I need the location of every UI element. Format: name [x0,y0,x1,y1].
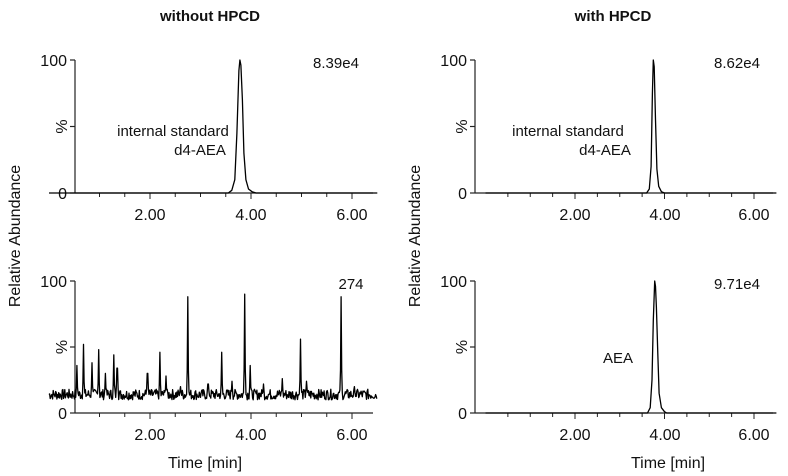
x-tick-label: 6.00 [336,207,367,224]
peak-annotation: d4-AEA [174,142,226,159]
x-tick-label: 2.00 [559,427,590,444]
intensity-label: 9.71e4 [714,276,760,293]
y-tick-label: % [454,340,471,354]
y-tick-label: 100 [40,53,67,70]
chromatogram-trace [485,280,777,414]
panel-without-top: 0% 100 2.00 4.00 6.00 8.39e4 internal standard… [40,53,378,224]
y-tick-label: 0 [458,406,467,423]
panel-without-bottom: 0% 100 2.00 4.00 6.00 Time [min] 274 [40,274,378,472]
y-tick-label: 0 [58,406,67,423]
x-axis-label: Time [min] [631,455,705,472]
x-tick-label: 2.00 [559,207,590,224]
y-axis-label-right: Relative Abundance [407,165,424,307]
y-tick-label: 0 [458,186,467,203]
panel-with-bottom: 0% 100 2.00 4.00 6.00 Time [min] 9.71e4 AEA [440,274,777,472]
peak-annotation: AEA [603,350,633,367]
panel-with-top: 0% 100 2.00 4.00 6.00 8.62e4 internal standard… [440,53,777,224]
y-tick-label: 100 [440,53,467,70]
y-tick-label: % [54,340,71,354]
y-tick-label: % [54,119,71,133]
intensity-label: 274 [338,276,363,293]
x-tick-label: 2.00 [134,427,165,444]
x-tick-label: 4.00 [235,207,266,224]
intensity-label: 8.39e4 [313,55,359,72]
intensity-label: 8.62e4 [714,55,760,72]
x-tick-label: 6.00 [738,427,769,444]
peak-annotation: internal standard [117,123,229,140]
x-tick-label: 6.00 [336,427,367,444]
chromatogram-trace [48,293,378,401]
y-tick-label: 100 [440,274,467,291]
chromatogram-trace [485,59,777,194]
peak-annotation: d4-AEA [579,142,631,159]
x-tick-label: 4.00 [235,427,266,444]
x-tick-label: 2.00 [134,207,165,224]
x-tick-label: 4.00 [649,427,680,444]
peak-annotation: internal standard [512,123,624,140]
x-tick-label: 4.00 [649,207,680,224]
y-tick-label: % [454,119,471,133]
column-title-without: without HPCD [159,8,260,25]
chromatogram-trace [49,59,378,194]
y-tick-label: 0 [58,186,67,203]
y-tick-label: 100 [40,274,67,291]
x-axis-label: Time [min] [168,455,242,472]
column-title-with: with HPCD [574,8,652,25]
x-tick-label: 6.00 [738,207,769,224]
y-axis-label-left: Relative Abundance [7,165,24,307]
